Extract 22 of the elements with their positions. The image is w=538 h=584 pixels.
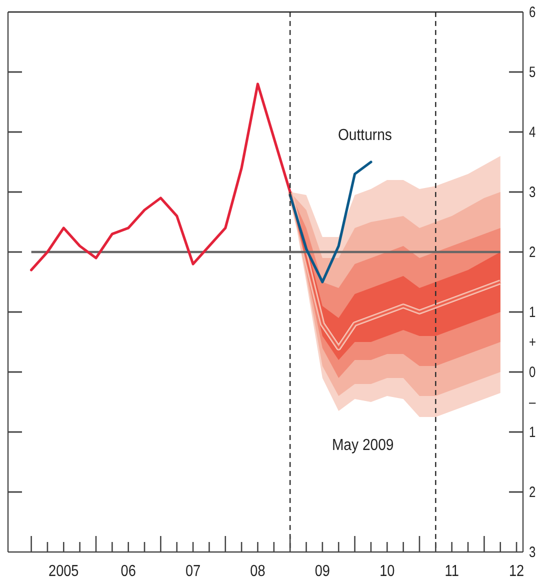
y-tick-label: 6 <box>529 4 536 21</box>
y-tick-label: + <box>529 334 536 351</box>
x-tick-label: 10 <box>380 563 395 580</box>
x-tick-label: 06 <box>120 563 136 580</box>
y-tick-label: 2 <box>529 484 536 501</box>
y-tick-label: 5 <box>529 64 536 81</box>
y-tick-label: 3 <box>529 184 536 201</box>
y-tick-label: 1 <box>529 304 536 321</box>
y-tick-label: 1 <box>529 424 536 441</box>
y-tick-label: 0 <box>529 364 536 381</box>
x-tick-label: 09 <box>314 563 330 580</box>
y-tick-label: 3 <box>529 544 536 561</box>
x-tick-label: 2005 <box>48 563 79 580</box>
x-tick-label: 11 <box>444 563 459 580</box>
x-tick-label: 12 <box>508 563 524 580</box>
x-tick-label: 07 <box>185 563 201 580</box>
series-label: Outturns <box>338 126 392 144</box>
x-tick-label: 08 <box>250 563 266 580</box>
annotation: May 2009 <box>332 436 394 454</box>
y-tick-label: 4 <box>529 124 536 141</box>
y-tick-label: 2 <box>529 244 536 261</box>
y-tick-label: – <box>529 394 536 411</box>
